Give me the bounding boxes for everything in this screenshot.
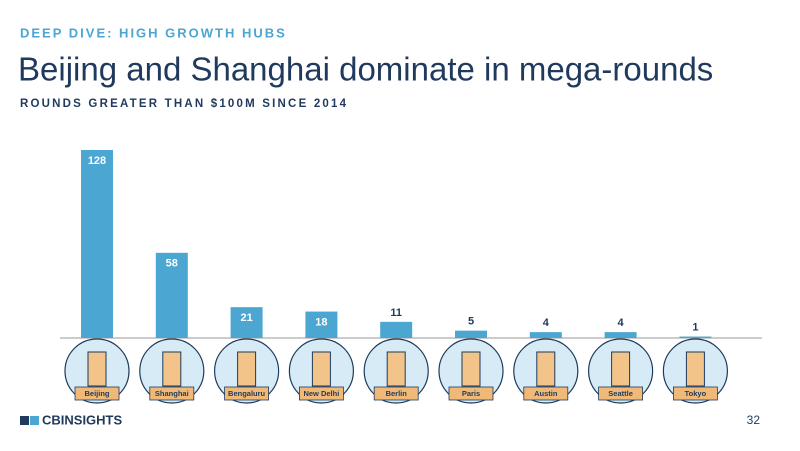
category-label: Paris (462, 389, 480, 398)
category-label: Seattle (608, 389, 633, 398)
category-box (373, 386, 419, 401)
city-icon-building (611, 351, 631, 387)
bar (455, 330, 487, 338)
bar (529, 332, 562, 338)
bar (679, 336, 712, 338)
value-label: 1 (692, 321, 698, 333)
bar (380, 321, 413, 338)
bar (604, 332, 637, 338)
category-box (224, 386, 270, 401)
category-box (448, 386, 494, 401)
bar (305, 311, 338, 338)
city-icon-building (311, 351, 331, 387)
value-label: 4 (618, 317, 625, 329)
value-label: 128 (88, 155, 106, 167)
city-icon-building (685, 351, 705, 387)
city-icon-building (237, 351, 257, 387)
value-label: 18 (315, 316, 327, 328)
city-icon-building (162, 351, 182, 387)
chart-subtitle: ROUNDS GREATER THAN $100M SINCE 2014 (20, 98, 348, 110)
category-box (149, 386, 195, 401)
value-label: 58 (166, 258, 178, 270)
value-label: 5 (468, 316, 474, 328)
bar (81, 150, 113, 338)
logo: CBINSIGHTS (42, 412, 123, 427)
category-label: Bengaluru (228, 389, 266, 398)
category-label: New Delhi (303, 389, 339, 398)
category-label: Austin (534, 389, 558, 398)
bar (155, 252, 188, 338)
bar (230, 307, 263, 338)
category-box (598, 386, 643, 401)
logo-icon (20, 416, 39, 425)
city-icon-building (386, 351, 406, 387)
category-label: Berlin (386, 389, 408, 398)
category-label: Beijing (84, 389, 109, 398)
city-icon-building (536, 351, 556, 387)
value-label: 4 (543, 317, 550, 329)
kicker: DEEP DIVE: HIGH GROWTH HUBS (20, 25, 287, 40)
city-icon-building (461, 351, 481, 387)
category-box (298, 386, 344, 401)
value-label: 21 (240, 312, 252, 324)
category-box (673, 386, 718, 401)
category-label: Shanghai (155, 389, 189, 398)
chart-title: Beijing and Shanghai dominate in mega-ro… (18, 51, 713, 88)
value-label: 11 (390, 307, 402, 319)
city-icon-building (87, 351, 107, 387)
category-box (74, 386, 120, 401)
page-number: 32 (747, 413, 761, 427)
category-box (523, 386, 569, 401)
category-label: Tokyo (685, 389, 707, 398)
